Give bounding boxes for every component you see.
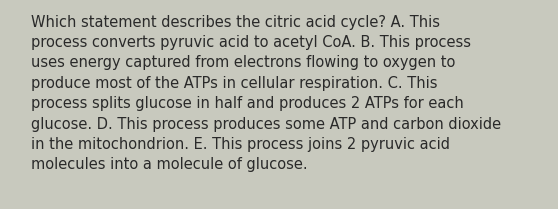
Text: Which statement describes the citric acid cycle? A. This
process converts pyruvi: Which statement describes the citric aci… bbox=[31, 15, 501, 172]
